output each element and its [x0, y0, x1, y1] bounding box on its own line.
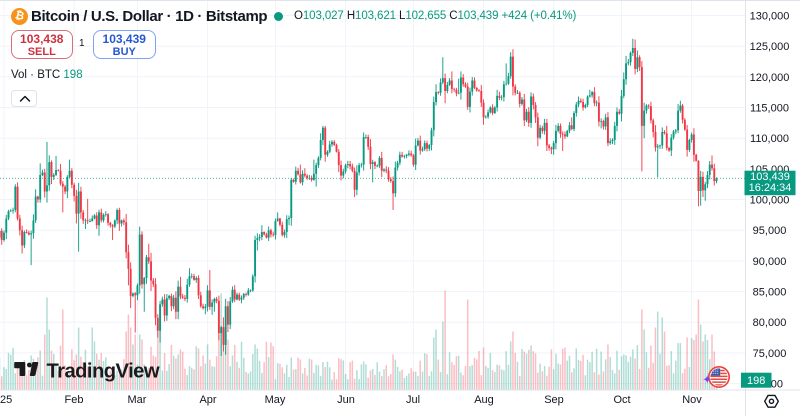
svg-text:Oct: Oct — [613, 394, 630, 406]
svg-text:115,000: 115,000 — [750, 103, 789, 115]
svg-text:Jun: Jun — [337, 394, 355, 406]
svg-text:80,000: 80,000 — [753, 317, 787, 329]
svg-text:103,439: 103,439 — [750, 171, 790, 183]
svg-text:Feb: Feb — [65, 394, 84, 406]
svg-text:00: 00 — [771, 379, 783, 391]
svg-text:90,000: 90,000 — [753, 256, 787, 268]
svg-text:Nov: Nov — [682, 394, 702, 406]
svg-text:16:24:34: 16:24:34 — [749, 182, 792, 194]
svg-text:Mar: Mar — [128, 394, 147, 406]
svg-text:198: 198 — [747, 375, 765, 387]
svg-text:Sep: Sep — [544, 394, 564, 406]
svg-text:Aug: Aug — [474, 394, 494, 406]
svg-text:TradingView: TradingView — [47, 361, 160, 383]
svg-text:95,000: 95,000 — [753, 225, 787, 237]
svg-text:120,000: 120,000 — [750, 72, 790, 84]
svg-text:85,000: 85,000 — [753, 287, 787, 299]
svg-text:May: May — [265, 394, 286, 406]
svg-text:110,000: 110,000 — [750, 133, 789, 145]
svg-text:2025: 2025 — [0, 394, 12, 406]
svg-text:75,000: 75,000 — [753, 348, 787, 360]
svg-text:Apr: Apr — [199, 394, 216, 406]
svg-text:130,000: 130,000 — [750, 11, 790, 23]
svg-text:100,000: 100,000 — [750, 195, 790, 207]
svg-text:Jul: Jul — [406, 394, 420, 406]
svg-text:125,000: 125,000 — [750, 41, 790, 53]
